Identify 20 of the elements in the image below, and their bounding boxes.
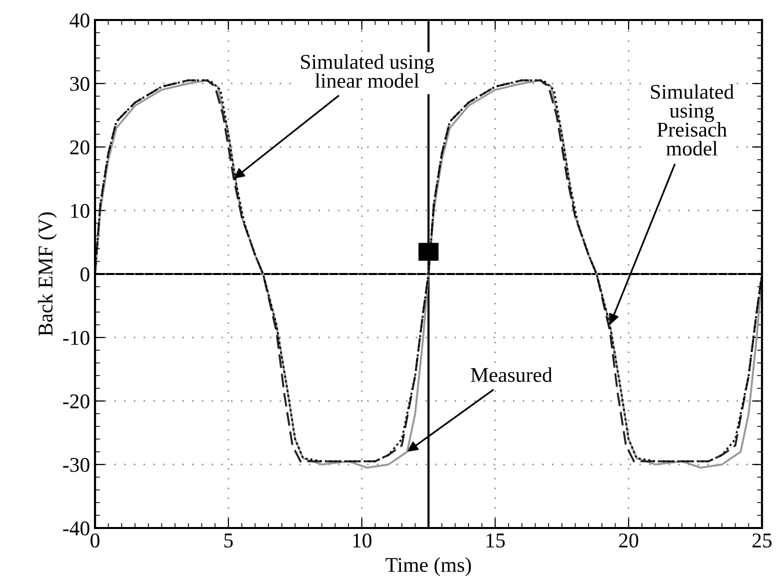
y-axis-title: Back EMF (V): [38, 212, 57, 336]
y-tick-label: 30: [70, 76, 90, 91]
x-tick-label: 25: [752, 534, 772, 548]
annotation: Simulated using linear model: [301, 54, 434, 88]
x-tick-label: 0: [90, 533, 100, 548]
annotation: Simulated using Preisach model: [651, 84, 734, 156]
x-tick-label: 10: [353, 533, 372, 548]
x-tick-label: 5: [224, 534, 233, 548]
y-tick-label: 0: [80, 267, 90, 282]
x-axis-title: Time (ms): [386, 557, 471, 576]
y-tick-label: 20: [70, 140, 90, 154]
y-tick-label: -30: [63, 458, 90, 472]
annotation: Measured: [470, 367, 552, 382]
x-tick-label: 15: [486, 534, 505, 548]
y-tick-label: 10: [71, 204, 90, 218]
y-tick-label: 40: [70, 13, 90, 28]
y-tick-label: -10: [63, 330, 90, 345]
x-tick-label: 20: [619, 533, 638, 548]
y-tick-label: -20: [63, 394, 90, 408]
y-tick-label: -40: [63, 521, 90, 536]
